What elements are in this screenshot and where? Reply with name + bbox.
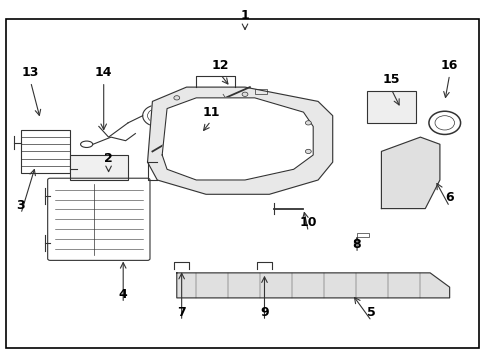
- Polygon shape: [147, 87, 333, 194]
- Bar: [183, 129, 190, 134]
- Ellipse shape: [305, 121, 311, 125]
- Text: 2: 2: [104, 152, 113, 165]
- Polygon shape: [381, 137, 440, 208]
- Text: 3: 3: [17, 198, 25, 212]
- Text: 7: 7: [177, 306, 186, 319]
- Text: 4: 4: [119, 288, 127, 301]
- Text: 9: 9: [260, 306, 269, 319]
- Text: 16: 16: [441, 59, 458, 72]
- Ellipse shape: [174, 96, 180, 100]
- Ellipse shape: [305, 149, 311, 154]
- Text: 8: 8: [353, 238, 361, 251]
- Polygon shape: [162, 98, 313, 180]
- Bar: [161, 142, 168, 147]
- Text: 10: 10: [299, 216, 317, 229]
- Text: 15: 15: [382, 73, 400, 86]
- Bar: [255, 89, 267, 94]
- Bar: [367, 91, 416, 123]
- Text: 14: 14: [95, 66, 113, 79]
- Text: 12: 12: [212, 59, 229, 72]
- Text: 1: 1: [241, 9, 249, 22]
- Text: 11: 11: [202, 105, 220, 119]
- Bar: [70, 155, 128, 180]
- Polygon shape: [177, 273, 450, 298]
- Bar: [21, 130, 70, 173]
- Text: 6: 6: [445, 192, 454, 204]
- Ellipse shape: [242, 92, 248, 96]
- Ellipse shape: [172, 134, 181, 140]
- Text: 5: 5: [368, 306, 376, 319]
- Text: 13: 13: [22, 66, 39, 79]
- Bar: [357, 233, 369, 237]
